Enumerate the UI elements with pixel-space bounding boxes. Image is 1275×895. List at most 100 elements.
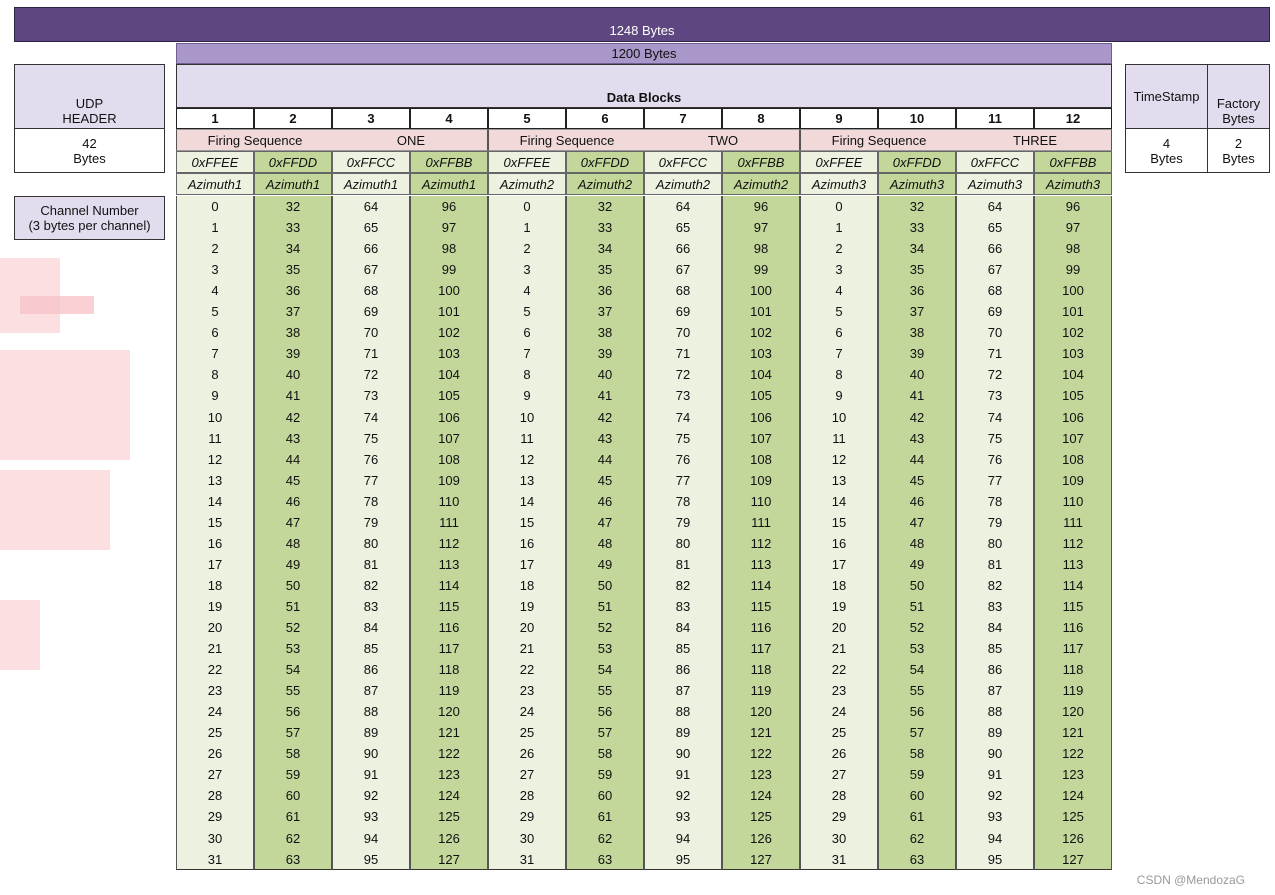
channel-column: 0 1 2 3 4 5 6 7 8 9 10 11 12 13 14 15 16 17 18 19 20 21 22 23 24… [800,196,878,870]
channel-value: 125 [750,809,772,825]
channel-value: 14 [831,493,847,509]
channel-value: 111 [439,514,459,530]
channel-value: 71 [363,346,379,362]
channel-value: 93 [987,809,1003,825]
block-flag-hex: 0xFFDD [566,151,644,173]
block-flag-hex: 0xFFBB [722,151,800,173]
data-blocks-size-label: 1200 Bytes [611,46,677,61]
channel-value: 51 [909,598,925,614]
block-number: 3 [332,108,410,129]
channel-value: 122 [438,746,460,762]
channel-value: 44 [909,451,925,467]
channel-value: 117 [438,641,460,657]
channel-value: 61 [285,809,301,825]
channel-value: 72 [987,367,1003,383]
channel-value: 6 [835,325,843,341]
channel-value: 95 [363,851,379,867]
channel-value: 13 [519,472,535,488]
channel-value: 104 [438,367,460,383]
channel-value: 87 [675,683,691,699]
channel-value: 115 [1062,598,1084,614]
channel-value: 80 [363,535,379,551]
redaction-blur [20,296,94,314]
channel-value: 88 [987,704,1003,720]
channel-value: 0 [211,199,219,214]
timestamp-box: TimeStamp [1125,64,1208,129]
firing-sequence-row: Firing Sequence ONE [176,129,488,151]
channel-value: 106 [1062,409,1084,425]
timestamp-size-unit: Bytes [1150,150,1183,166]
channel-value: 25 [519,725,535,741]
block-flag-hex: 0xFFEE [176,151,254,173]
channel-value: 79 [675,514,691,530]
channel-value: 89 [363,725,379,741]
redaction-blur [0,350,130,460]
channel-value: 99 [1065,262,1081,278]
channel-value: 14 [519,493,535,509]
firing-sequence-number: THREE [1012,132,1058,148]
channel-value: 48 [909,535,925,551]
data-blocks-bar: 1200 Bytes [176,43,1112,64]
channel-value: 70 [987,325,1003,341]
channel-value: 15 [831,514,847,530]
channel-value: 77 [363,472,379,488]
channel-value: 27 [207,767,223,783]
channel-value: 127 [750,851,772,867]
channel-value: 119 [750,683,772,699]
channel-value: 47 [285,514,301,530]
channel-value: 38 [597,325,613,341]
channel-value: 43 [597,430,613,446]
channel-value: 45 [597,472,613,488]
channel-value: 5 [211,304,219,320]
channel-value: 63 [597,851,613,867]
block-number: 5 [488,108,566,129]
channel-value: 11 [520,430,534,446]
channel-value: 22 [831,662,847,678]
channel-value: 118 [750,662,772,678]
channel-value: 66 [363,241,379,257]
channel-value: 36 [285,283,301,299]
channel-value: 110 [438,493,460,509]
channel-value: 1 [211,220,219,236]
channel-value: 114 [1062,577,1084,593]
channel-value: 90 [987,746,1003,762]
channel-value: 74 [675,409,691,425]
channel-value: 59 [285,767,301,783]
channel-value: 34 [909,241,925,257]
channel-value: 70 [363,325,379,341]
channel-value: 92 [987,788,1003,804]
channel-value: 51 [597,598,613,614]
channel-column: 0 1 2 3 4 5 6 7 8 9 10 11 12 13 14 15 16 17 18 19 20 21 22 23 24… [488,196,566,870]
channel-value: 66 [675,241,691,257]
channel-value: 19 [207,598,223,614]
channel-value: 115 [438,598,460,614]
block-flag-hex: 0xFFDD [254,151,332,173]
channel-value: 113 [1062,556,1084,572]
channel-value: 110 [750,493,772,509]
channel-value: 49 [597,556,613,572]
channel-value: 76 [363,451,379,467]
channel-value: 122 [1062,746,1084,762]
channel-value: 74 [987,409,1003,425]
channel-value: 18 [207,577,223,593]
channel-value: 57 [285,725,301,741]
block-number: 11 [956,108,1034,129]
channel-value: 102 [1062,325,1084,341]
channel-value: 35 [285,262,301,278]
udp-header-size-unit: Bytes [73,150,106,166]
channel-value: 112 [1062,535,1084,551]
channel-value: 90 [363,746,379,762]
channel-value: 71 [675,346,691,362]
channel-value: 65 [363,220,379,236]
channel-value: 78 [987,493,1003,509]
channel-value: 51 [285,598,301,614]
channel-value: 78 [363,493,379,509]
channel-value: 2 [835,241,843,257]
channel-value: 104 [1062,367,1084,383]
channel-value: 48 [285,535,301,551]
channel-value: 56 [597,704,613,720]
channel-value: 111 [751,514,771,530]
channel-value: 50 [909,577,925,593]
channel-value: 100 [1062,283,1084,299]
channel-value: 40 [285,367,301,383]
